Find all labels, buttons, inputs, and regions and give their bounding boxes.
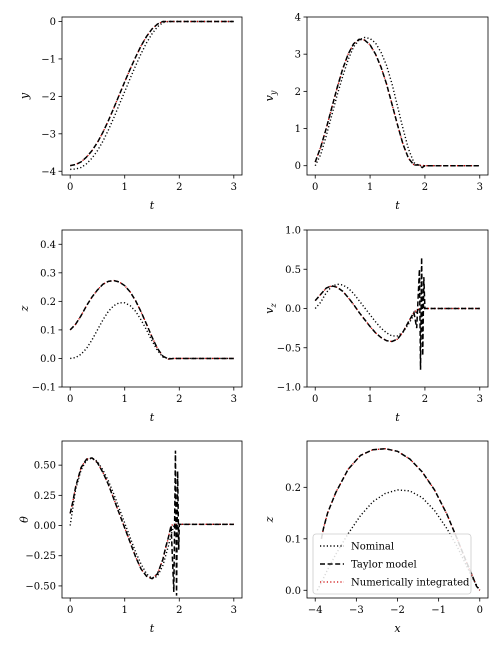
y-tick-label: −1 xyxy=(41,54,56,65)
axes-frame xyxy=(306,16,489,176)
y-tick-label: −0.25 xyxy=(25,551,56,562)
x-tick-label: 0 xyxy=(67,605,73,616)
panel-3: 0 1 2 3 −0.1 0.0 0.1 0.2 0.3 0.4 t z xyxy=(18,229,243,424)
x-tick-label: 3 xyxy=(477,182,483,193)
y-tick-label: 0.25 xyxy=(34,491,56,502)
x-tick-label: 0 xyxy=(67,394,73,405)
x-tick-label: 0 xyxy=(312,394,318,405)
x-axis-label: t xyxy=(150,199,155,212)
y-tick-label: 0.1 xyxy=(40,325,56,336)
y-tick-label: −4 xyxy=(41,167,56,178)
x-tick-label: 1 xyxy=(122,394,128,405)
y-axis-label: z xyxy=(263,516,276,523)
x-tick-label: 3 xyxy=(231,394,237,405)
y-tick-label: 0.00 xyxy=(34,521,56,532)
x-axis-label: t xyxy=(395,199,400,212)
legend-box xyxy=(312,533,472,595)
x-tick-label: 2 xyxy=(176,182,182,193)
y-axis-label: θ xyxy=(18,516,31,523)
y-tick-label: −2 xyxy=(41,92,56,103)
series-line-numeric xyxy=(69,279,234,360)
y-tick-label: −0.50 xyxy=(25,581,56,592)
x-tick-label: −4 xyxy=(308,605,323,616)
series-line-taylor xyxy=(314,257,480,370)
y-tick-label: 0.5 xyxy=(285,265,301,276)
panel-4: 0 1 2 3 −1.0 −0.5 0.0 0.5 1.0 t vz xyxy=(263,226,489,424)
series-line-nominal xyxy=(314,36,480,167)
legend-label-nominal: Nominal xyxy=(351,542,394,553)
series-line-nominal xyxy=(314,283,480,337)
x-axis-label: t xyxy=(150,622,155,635)
y-tick-label: −1.0 xyxy=(277,383,301,394)
x-tick-label: 2 xyxy=(176,605,182,616)
series-line-numeric xyxy=(314,38,480,167)
series-line-nominal xyxy=(70,302,234,360)
y-tick-label: −0.5 xyxy=(277,343,301,354)
panel-2: 0 1 2 3 0 1 2 3 4 t vy xyxy=(263,13,489,212)
y-axis-label: vy xyxy=(263,90,278,101)
x-tick-label: 3 xyxy=(231,605,237,616)
series-line-taylor xyxy=(314,38,480,169)
y-axis-label: z xyxy=(18,305,31,312)
x-tick-label: 3 xyxy=(231,182,237,193)
y-tick-label: −3 xyxy=(41,129,56,140)
x-axis-label: x xyxy=(394,622,401,635)
y-tick-label: 0.2 xyxy=(285,483,301,494)
y-tick-label: 0.50 xyxy=(34,461,56,472)
y-tick-label: 0.2 xyxy=(40,297,56,308)
y-tick-label: 0 xyxy=(295,161,301,172)
axes-frame xyxy=(61,229,243,388)
x-tick-label: 1 xyxy=(367,182,373,193)
x-tick-label: 1 xyxy=(367,394,373,405)
legend: Nominal Taylor model Numerically integrate… xyxy=(312,533,472,595)
x-tick-label: 1 xyxy=(122,182,128,193)
panel-5: 0 1 2 3 −0.50 −0.25 0.00 0.25 0.50 t θ xyxy=(18,440,243,635)
y-tick-label: 3 xyxy=(295,50,301,61)
axes-frame xyxy=(61,16,243,176)
y-tick-label: 0.0 xyxy=(285,586,301,597)
series-line-taylor xyxy=(320,447,481,591)
axes-frame xyxy=(61,440,243,599)
x-tick-label: −2 xyxy=(390,605,405,616)
series-line-nominal xyxy=(69,457,234,580)
x-tick-label: 0 xyxy=(67,182,73,193)
x-tick-label: 2 xyxy=(176,394,182,405)
legend-label-taylor: Taylor model xyxy=(351,560,417,571)
y-tick-label: 0.1 xyxy=(285,534,301,545)
series-line-numeric xyxy=(70,20,234,167)
y-tick-label: 0.0 xyxy=(40,354,56,365)
x-tick-label: 0 xyxy=(477,605,483,616)
y-tick-label: 1 xyxy=(295,124,301,135)
y-tick-label: 0.3 xyxy=(40,268,56,279)
y-tick-label: −0.1 xyxy=(32,383,56,394)
y-tick-label: 1.0 xyxy=(285,226,301,237)
y-axis-label: vz xyxy=(263,303,278,314)
series-line-taylor xyxy=(70,20,234,167)
x-tick-label: 0 xyxy=(312,182,318,193)
panel-1: 0 1 2 3 −4 −3 −2 −1 0 t y xyxy=(18,16,243,212)
y-tick-label: 0.4 xyxy=(40,240,56,251)
x-axis-label: t xyxy=(395,411,400,424)
y-tick-label: 2 xyxy=(295,87,301,98)
y-axis-label: y xyxy=(18,92,31,100)
series-line-taylor xyxy=(69,279,234,360)
x-tick-label: −3 xyxy=(349,605,364,616)
y-tick-label: 0 xyxy=(50,17,56,28)
x-tick-label: 2 xyxy=(422,394,428,405)
x-tick-label: −1 xyxy=(431,605,446,616)
x-axis-label: t xyxy=(150,411,155,424)
y-tick-label: 0.0 xyxy=(285,304,301,315)
x-tick-label: 1 xyxy=(122,605,128,616)
y-tick-label: 4 xyxy=(295,13,301,24)
legend-label-numeric: Numerically integrated xyxy=(351,578,470,589)
x-tick-label: 2 xyxy=(422,182,428,193)
series-line-taylor xyxy=(69,450,234,596)
series-line-numeric xyxy=(314,285,480,343)
x-tick-label: 3 xyxy=(477,394,483,405)
axes-frame xyxy=(306,229,489,388)
series-line-numeric xyxy=(69,457,234,580)
